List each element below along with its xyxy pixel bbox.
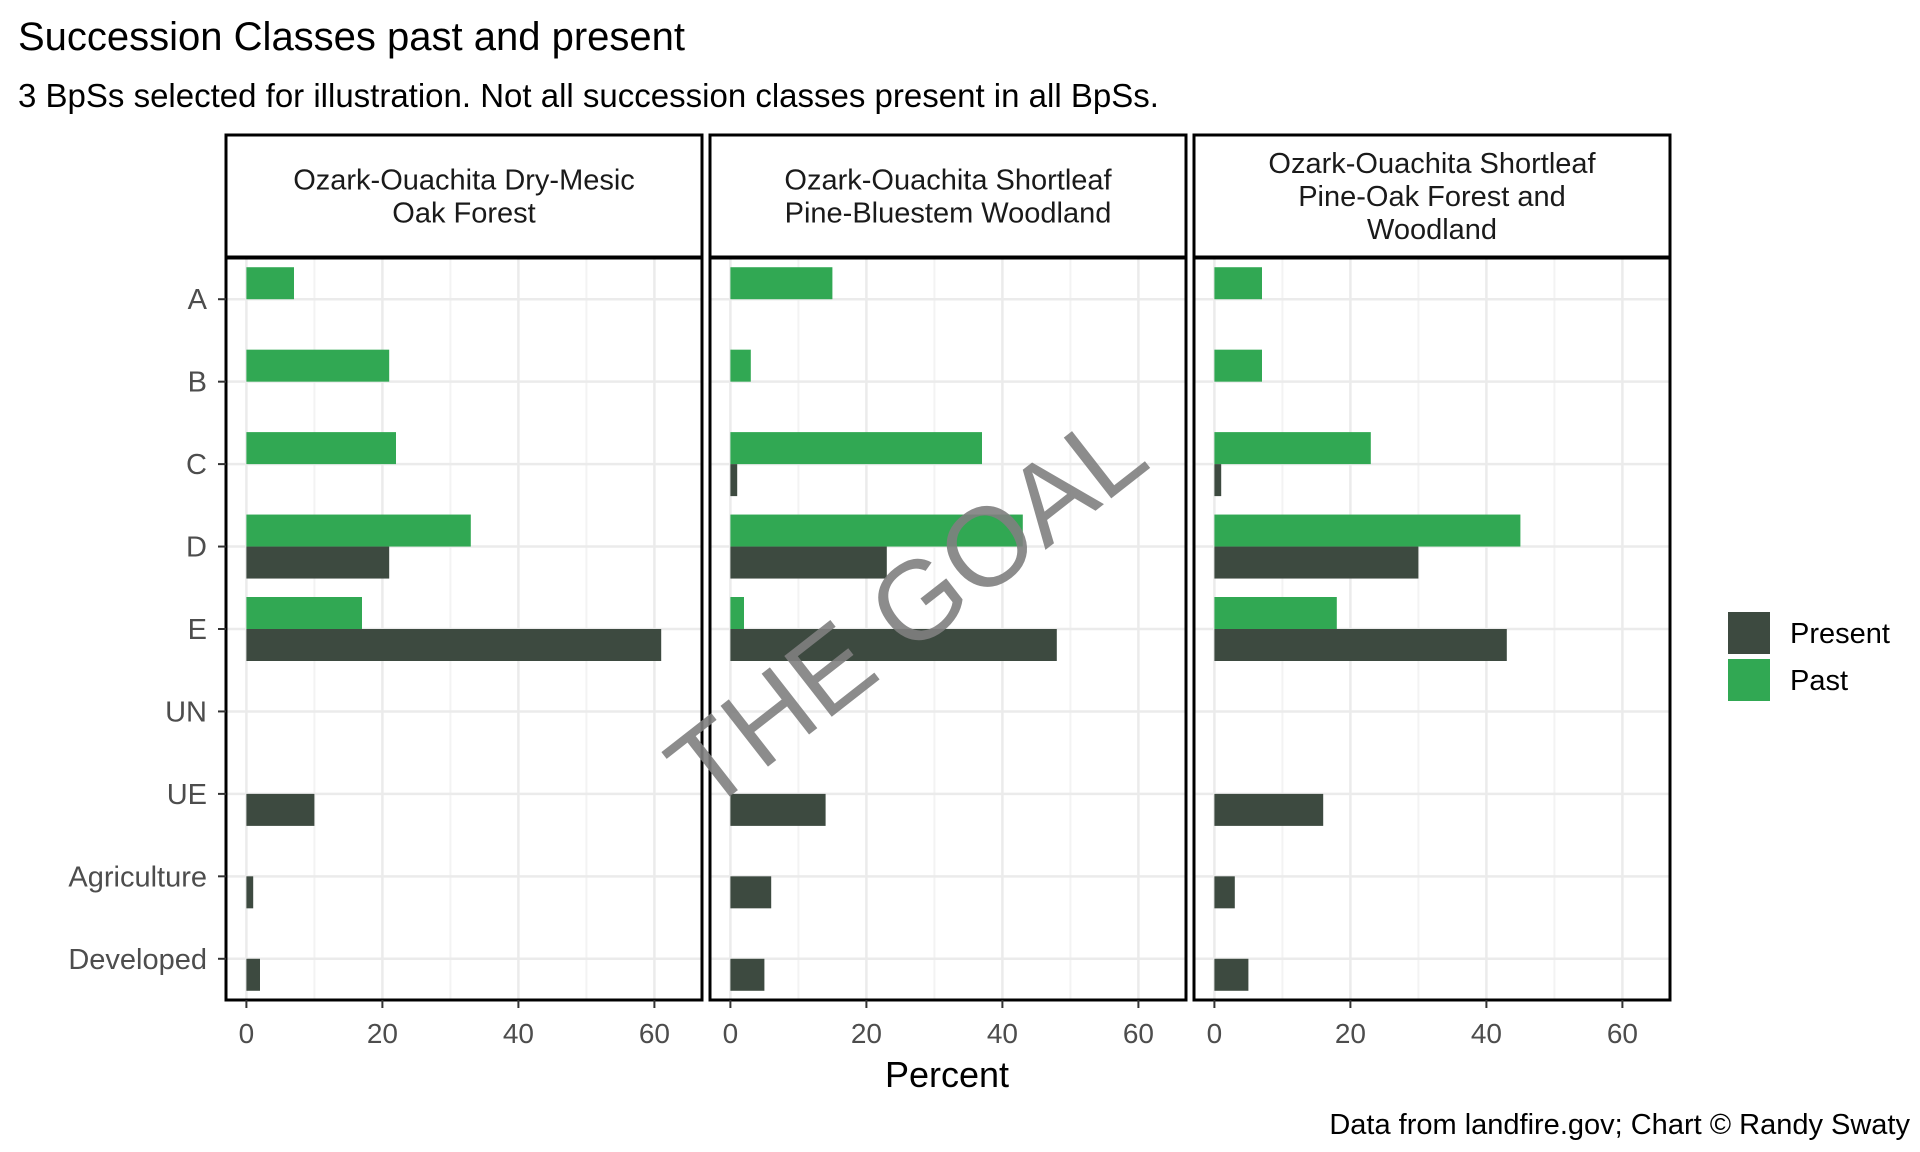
legend-key-past [1728, 659, 1770, 701]
y-tick-label: D [186, 532, 207, 564]
x-tick-label: 60 [1123, 1018, 1154, 1049]
x-tick-label: 40 [1471, 1018, 1502, 1049]
legend: Present Past [1728, 612, 1890, 701]
y-tick-label: B [188, 367, 207, 399]
facet-strip [1192, 133, 1672, 259]
panel-border [1192, 256, 1672, 1002]
bar-present-e [246, 629, 662, 661]
x-tick-label: 20 [1335, 1018, 1366, 1049]
bar-past-e [730, 597, 744, 629]
bar-present-developed [730, 958, 765, 991]
x-tick-label: 0 [723, 1018, 739, 1049]
bar-past-b [1214, 349, 1262, 382]
x-tick-label: 40 [987, 1018, 1018, 1049]
x-tick-label: 20 [851, 1018, 882, 1049]
x-tick-label: 20 [367, 1018, 398, 1049]
bar-present-d [730, 546, 887, 579]
legend-key-present [1728, 612, 1770, 654]
bar-past-d [246, 514, 471, 547]
legend-label-past: Past [1790, 665, 1848, 697]
bar-past-a [1214, 267, 1262, 300]
bar-past-a [246, 267, 294, 300]
y-tick-label: E [188, 614, 207, 646]
y-tick-label: UE [167, 779, 207, 811]
y-axis: A B C D E UN UE Agriculture Developed [68, 284, 226, 976]
bar-past-e [1214, 597, 1337, 629]
bar-present-c [730, 464, 738, 497]
facet-title-line: Pine-Bluestem Woodland [785, 198, 1112, 230]
bar-present-e [1214, 629, 1507, 661]
x-tick-label: 60 [639, 1018, 670, 1049]
bar-past-a [730, 267, 833, 300]
bar-present-developed [246, 958, 260, 991]
facet-title-line: Pine-Oak Forest and [1298, 181, 1566, 213]
bar-past-c [1214, 432, 1371, 465]
chart-title: Succession Classes past and present [18, 15, 685, 59]
panel-border [708, 256, 1188, 1002]
bar-present-d [1214, 546, 1419, 579]
facet-title-line: Oak Forest [392, 198, 535, 230]
bar-present-ue [730, 793, 826, 826]
bar-past-b [246, 349, 390, 382]
chart-caption: Data from landfire.gov; Chart © Randy Sw… [1329, 1109, 1910, 1141]
bar-present-agriculture [1214, 876, 1235, 909]
bar-past-b [730, 349, 751, 382]
bar-past-e [246, 597, 362, 629]
y-tick-label: Agriculture [68, 861, 207, 893]
legend-label-present: Present [1790, 618, 1890, 650]
x-tick-label: 0 [239, 1018, 255, 1049]
x-tick-label: 0 [1207, 1018, 1223, 1049]
bar-present-d [246, 546, 390, 579]
bar-present-agriculture [730, 876, 772, 909]
chart-subtitle: 3 BpSs selected for illustration. Not al… [18, 77, 1159, 114]
bar-present-c [1214, 464, 1222, 497]
x-tick-label: 60 [1607, 1018, 1638, 1049]
facet-title-line: Ozark-Ouachita Shortleaf [784, 165, 1112, 197]
y-tick-label: Developed [68, 944, 207, 976]
y-tick-label: A [188, 284, 208, 316]
bar-present-developed [1214, 958, 1249, 991]
y-tick-label: C [186, 449, 207, 481]
bar-past-d [1214, 514, 1521, 547]
bar-present-e [730, 629, 1057, 661]
bar-past-c [730, 432, 982, 465]
facet-title-line: Ozark-Ouachita Dry-Mesic [293, 165, 635, 197]
bar-past-c [246, 432, 396, 465]
bar-present-ue [1214, 793, 1324, 826]
bar-past-d [730, 514, 1023, 547]
bar-present-ue [246, 793, 315, 826]
facet-strip [224, 133, 704, 259]
x-tick-label: 40 [503, 1018, 534, 1049]
y-tick-label: UN [165, 696, 207, 728]
facet-title-line: Ozark-Ouachita Shortleaf [1268, 148, 1596, 180]
x-axis-title: Percent [885, 1054, 1009, 1095]
facet-title-line: Woodland [1367, 214, 1497, 246]
bar-present-agriculture [246, 876, 254, 909]
